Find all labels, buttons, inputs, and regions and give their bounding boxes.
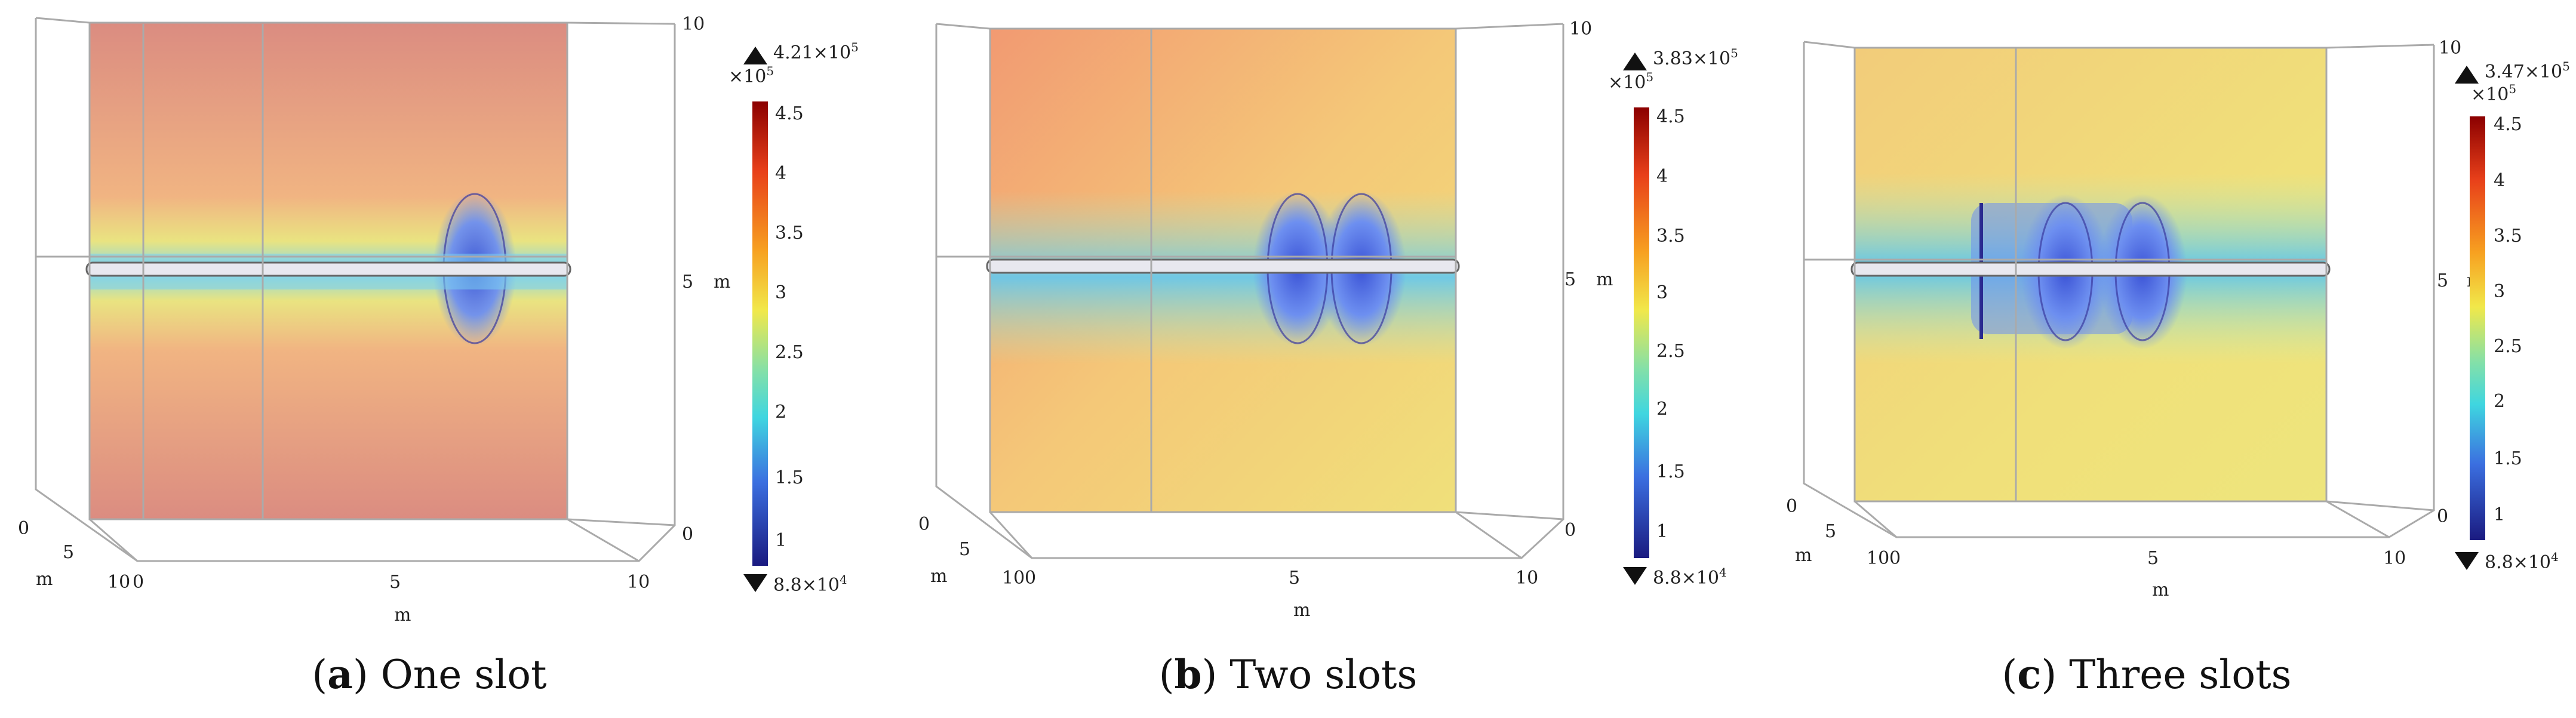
cb-tick: 4	[2494, 170, 2505, 191]
y-tick-0: 0	[918, 514, 930, 535]
x-tick-10: 10	[1516, 568, 1538, 588]
cb-tick: 1	[1656, 521, 1668, 542]
x-tick-5: 5	[2147, 548, 2159, 569]
y-label: m	[36, 569, 53, 590]
x-tick-0: 0	[133, 572, 144, 593]
z-tick-0: 0	[1564, 520, 1576, 541]
min-triangle-icon	[743, 574, 767, 592]
cb-tick: 3	[1656, 282, 1668, 303]
y-tick-10: 10	[1867, 548, 1889, 569]
y-tick-5: 5	[959, 539, 970, 560]
z-tick-10: 10	[1569, 19, 1592, 39]
z-tick-10: 10	[682, 14, 705, 35]
scale-factor: ×105	[2471, 82, 2516, 105]
cb-tick: 3	[2494, 281, 2505, 302]
x-tick-5: 5	[1289, 568, 1300, 588]
panel-b-figure: 10 5 m 0 0 5 10 m 0 5 10 m 3.83×105 ×105…	[918, 19, 1738, 621]
max-value: 3.47×105	[2485, 59, 2570, 82]
panel-c: 10 5 m 0 0 5 10 m 0 5 10 m 3.47×105 ×105…	[1717, 0, 2576, 718]
wellbore	[986, 258, 1460, 274]
min-triangle-icon	[1623, 567, 1647, 585]
x-tick-10: 10	[2383, 548, 2406, 569]
max-triangle-icon	[2455, 66, 2479, 84]
x-label: m	[394, 605, 411, 625]
max-value: 3.83×105	[1653, 46, 1738, 69]
cb-tick: 4	[1656, 166, 1668, 187]
cb-tick: 1.5	[2494, 448, 2522, 469]
colorbar	[752, 101, 768, 566]
cb-tick: 2	[1656, 399, 1668, 420]
cb-tick: 4	[775, 163, 786, 184]
bounding-box	[935, 23, 1564, 559]
caption-c: (c) Three slots	[2002, 651, 2292, 698]
z-label: m	[714, 272, 730, 292]
cb-tick: 3.5	[1656, 226, 1685, 246]
cb-tick: 2	[775, 402, 786, 423]
y-tick-5: 5	[63, 542, 74, 563]
cb-tick: 1	[2494, 504, 2505, 525]
caption-b: (b) Two slots	[1158, 651, 1418, 698]
wellbore	[85, 261, 571, 277]
z-tick-5: 5	[1564, 269, 1576, 290]
colorbar	[2470, 116, 2485, 540]
panel-b: 10 5 m 0 0 5 10 m 0 5 10 m 3.83×105 ×105…	[859, 0, 1738, 718]
min-triangle-icon	[2455, 552, 2479, 570]
cb-tick: 2.5	[775, 342, 804, 363]
z-tick-10: 10	[2439, 38, 2461, 58]
z-tick-5: 5	[682, 272, 693, 292]
y-tick-10: 10	[107, 572, 130, 593]
max-value: 4.21×105	[773, 40, 859, 63]
x-tick-5: 5	[389, 572, 401, 593]
panel-c-figure: 10 5 m 0 0 5 10 m 0 5 10 m 3.47×105 ×105…	[1786, 38, 2570, 600]
z-tick-0: 0	[2437, 506, 2448, 527]
panel-a-figure: 10 5 m 0 0 5 10 m 0 5 10 m 4.21×105 ×105…	[18, 14, 859, 625]
y-tick-0: 0	[18, 518, 29, 539]
min-value: 8.8×104	[1653, 565, 1727, 588]
z-tick-5: 5	[2437, 270, 2448, 291]
x-tick-0: 0	[1025, 568, 1036, 588]
min-value: 8.8×104	[773, 572, 847, 596]
wellbore	[1850, 261, 2331, 277]
y-tick-10: 10	[1002, 568, 1025, 588]
y-tick-5: 5	[1825, 521, 1836, 542]
cb-tick: 4.5	[2494, 114, 2522, 135]
cb-tick: 3.5	[775, 223, 804, 244]
x-tick-10: 10	[627, 572, 650, 593]
x-tick-0: 0	[1889, 548, 1901, 569]
y-label: m	[1795, 545, 1812, 566]
cb-tick: 4.5	[1656, 106, 1685, 127]
y-label: m	[930, 566, 947, 587]
bounding-box	[1803, 41, 2435, 538]
z-label: m	[1596, 269, 1613, 290]
max-triangle-icon	[743, 47, 767, 64]
caption-a: (a) One slot	[312, 651, 547, 698]
bounding-box	[35, 17, 676, 562]
min-value: 8.8×104	[2485, 550, 2559, 573]
cb-tick: 4.5	[775, 103, 804, 124]
cb-tick: 3.5	[2494, 226, 2522, 246]
z-tick-0: 0	[682, 524, 693, 545]
scale-factor: ×105	[1608, 70, 1653, 93]
y-tick-0: 0	[1786, 496, 1797, 517]
colorbar	[1634, 107, 1649, 558]
cb-tick: 2.5	[1656, 341, 1685, 362]
x-label: m	[1293, 600, 1310, 621]
cb-tick: 3	[775, 282, 786, 303]
cb-tick: 1	[775, 530, 786, 551]
cb-tick: 2.5	[2494, 336, 2522, 357]
cb-tick: 1.5	[775, 467, 804, 488]
cb-tick: 2	[2494, 391, 2505, 412]
max-triangle-icon	[1623, 53, 1647, 70]
x-label: m	[2152, 580, 2169, 600]
scale-factor: ×105	[728, 64, 774, 87]
cb-tick: 1.5	[1656, 461, 1685, 482]
panel-a: 10 5 m 0 0 5 10 m 0 5 10 m 4.21×105 ×105…	[0, 0, 859, 718]
